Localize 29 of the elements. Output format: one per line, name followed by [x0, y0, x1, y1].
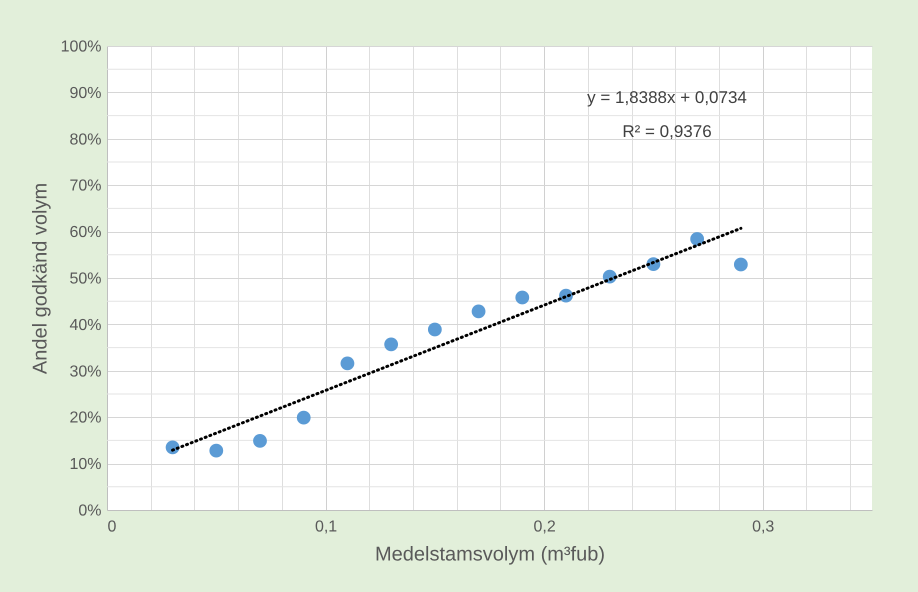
y-tick-label: 80% — [69, 131, 102, 148]
y-tick-label: 70% — [69, 178, 102, 195]
point — [734, 258, 748, 272]
point — [428, 322, 442, 336]
point — [296, 410, 311, 425]
point — [472, 304, 486, 318]
x-tick-label: 0 — [108, 518, 116, 536]
y-tick-label: 90% — [69, 84, 102, 102]
x-tick-label: 0,2 — [534, 518, 556, 536]
y-tick-label: 10% — [69, 456, 102, 474]
point — [384, 337, 398, 352]
y-tick-label: 0% — [78, 502, 102, 520]
y-tick-label: 100% — [60, 38, 102, 56]
point — [209, 444, 224, 458]
x-tick-label: 0,1 — [314, 518, 338, 536]
point — [690, 232, 704, 246]
y-tick-label: 50% — [69, 270, 102, 288]
y-tick-label: 40% — [69, 316, 102, 334]
y-axis-title: Andel godkänd volym — [30, 182, 52, 374]
point — [340, 356, 354, 370]
point — [515, 290, 530, 304]
annotation: y = 1,8388x + 0,0734 — [587, 88, 747, 107]
y-tick-label: 30% — [69, 363, 102, 380]
annotation: R² = 0,9376 — [622, 122, 712, 141]
point — [253, 434, 267, 448]
x-axis-title: Medelstamsvolym (m³fub) — [374, 544, 606, 566]
x-tick-label: 0,3 — [752, 518, 774, 536]
y-tick-label: 60% — [69, 224, 102, 242]
y-tick-label: 20% — [69, 410, 102, 427]
